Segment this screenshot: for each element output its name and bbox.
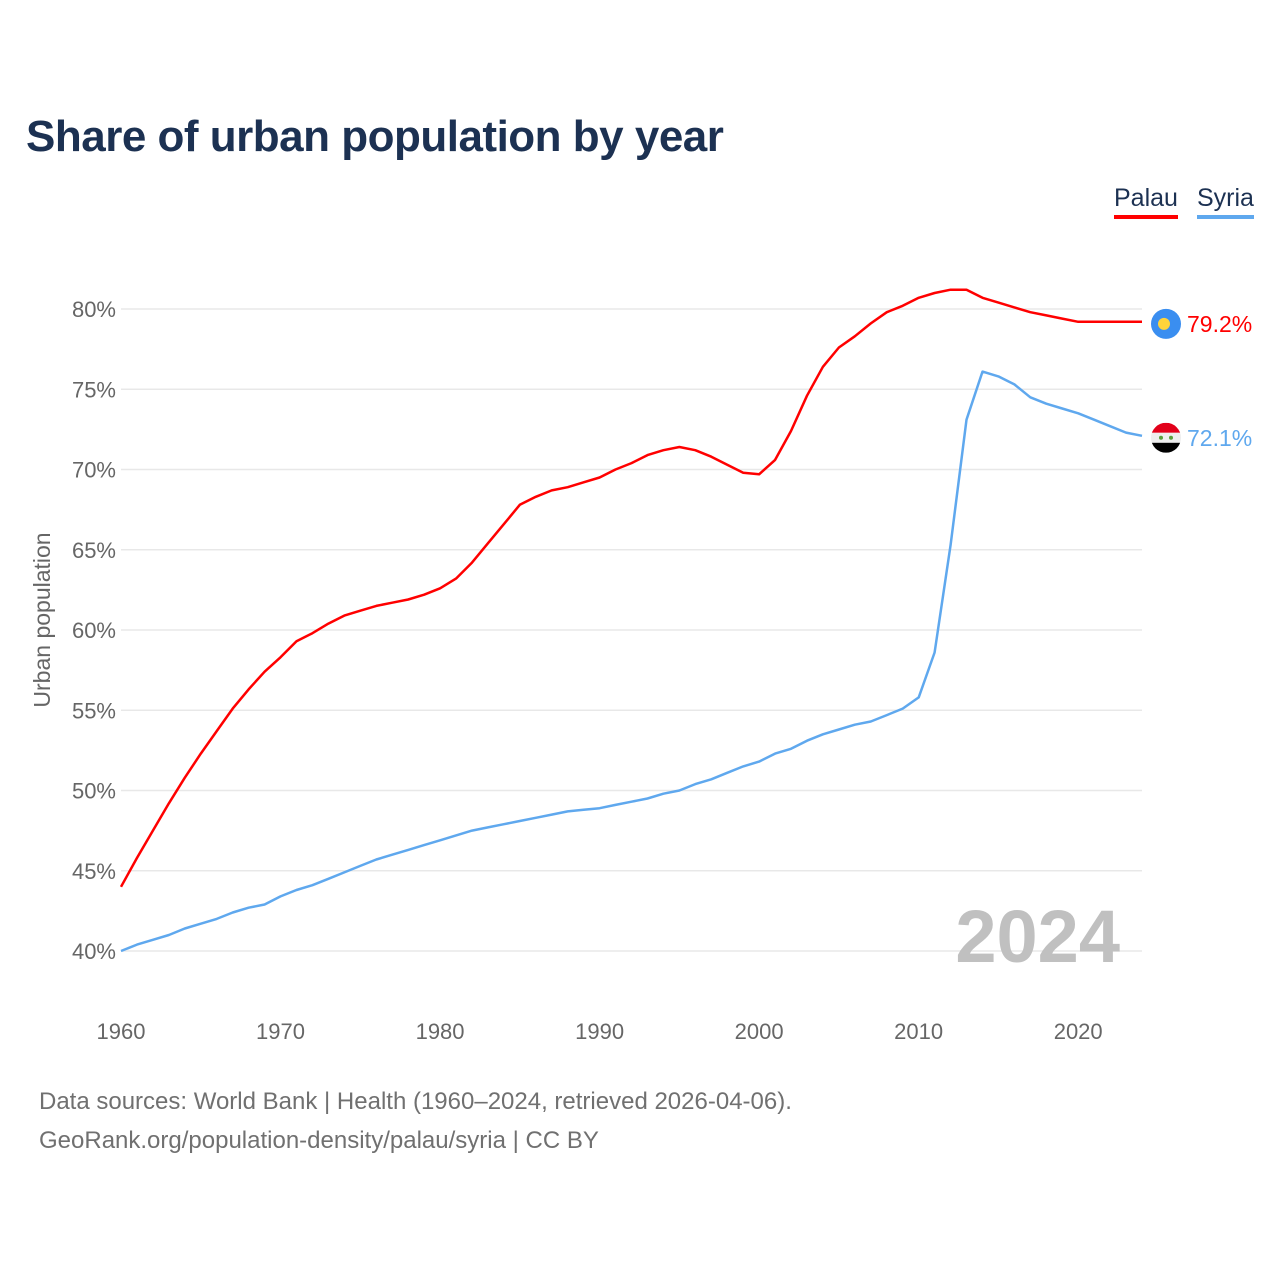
y-tick-label: 70%	[72, 458, 116, 483]
x-tick-label: 2010	[894, 1019, 943, 1044]
year-watermark: 2024	[955, 895, 1120, 978]
y-tick-label: 55%	[72, 698, 116, 723]
legend-item-palau[interactable]: Palau	[1114, 184, 1178, 219]
series-line-syria[interactable]	[120, 370, 1143, 953]
y-tick-label: 75%	[72, 377, 116, 402]
footer-url[interactable]: GeoRank.org/population-density/palau/syr…	[39, 1127, 599, 1154]
y-tick-label: 65%	[72, 538, 116, 563]
legend-item-syria[interactable]: Syria	[1197, 184, 1254, 219]
y-axis-label: Urban population	[29, 532, 55, 707]
x-tick-label: 1990	[575, 1019, 624, 1044]
x-tick-label: 2020	[1054, 1019, 1103, 1044]
chart-title: Share of urban population by year	[26, 112, 724, 161]
footer-sources: Data sources: World Bank | Health (1960–…	[39, 1088, 792, 1115]
y-tick-label: 80%	[72, 297, 116, 322]
y-tick-label: 40%	[72, 939, 116, 964]
x-tick-label: 2000	[735, 1019, 784, 1044]
y-tick-label: 45%	[72, 859, 116, 884]
y-tick-label: 60%	[72, 618, 116, 643]
x-tick-label: 1980	[416, 1019, 465, 1044]
palau-flag-icon	[1151, 308, 1181, 339]
syria-flag-icon	[1151, 422, 1181, 453]
x-tick-label: 1970	[256, 1019, 305, 1044]
end-value-label: 72.1%	[1187, 425, 1252, 451]
series-line-palau[interactable]	[119, 288, 1142, 888]
y-tick-label: 50%	[72, 779, 116, 804]
x-tick-label: 1960	[97, 1019, 146, 1044]
end-value-label: 79.2%	[1187, 311, 1252, 337]
